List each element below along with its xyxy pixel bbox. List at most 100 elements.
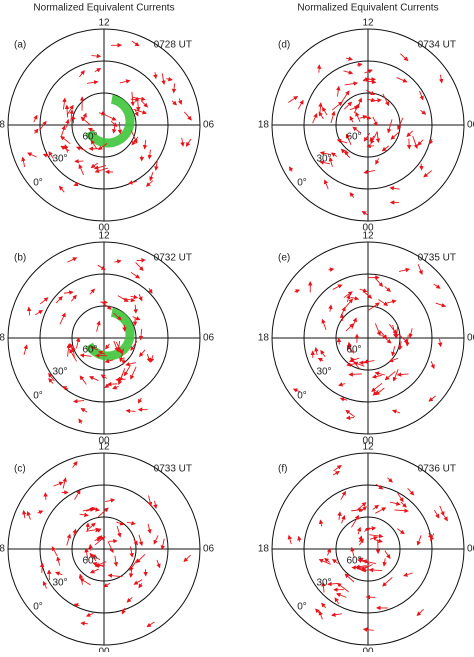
latitude-label: 60° bbox=[82, 345, 97, 356]
current-vector bbox=[333, 471, 339, 474]
current-vector bbox=[360, 536, 362, 542]
hour-label: 18 bbox=[0, 120, 5, 131]
current-vector bbox=[63, 98, 64, 109]
current-vector bbox=[418, 264, 422, 274]
current-vector bbox=[133, 317, 140, 320]
current-vector bbox=[90, 545, 91, 551]
current-vector bbox=[320, 611, 323, 619]
current-vector bbox=[399, 269, 409, 271]
polar-panel: (f)0736 UT1206001860°30°0° bbox=[258, 442, 474, 652]
current-vector bbox=[357, 503, 366, 511]
current-vector bbox=[79, 419, 82, 424]
hour-label: 06 bbox=[203, 120, 215, 131]
current-vector bbox=[61, 146, 69, 150]
current-vector bbox=[373, 505, 379, 509]
current-vector bbox=[117, 526, 120, 537]
hour-label: 06 bbox=[467, 120, 474, 131]
column-title: Normalized Equivalent Currents bbox=[297, 3, 438, 14]
current-vector bbox=[373, 117, 377, 126]
current-vector bbox=[130, 546, 132, 556]
current-vector bbox=[127, 522, 135, 524]
current-vector bbox=[383, 577, 393, 586]
current-vector bbox=[434, 284, 440, 288]
current-vector bbox=[407, 335, 408, 346]
latitude-label: 60° bbox=[82, 132, 97, 143]
current-vector bbox=[332, 614, 342, 615]
current-vector bbox=[330, 305, 331, 311]
current-vector bbox=[346, 58, 352, 59]
current-vector bbox=[184, 555, 190, 561]
latitude-label: 30° bbox=[52, 578, 67, 589]
current-vector bbox=[357, 64, 362, 65]
panel-time: 0728 UT bbox=[154, 40, 192, 51]
current-vector bbox=[418, 535, 422, 545]
current-vector bbox=[316, 348, 317, 355]
panel-label: (c) bbox=[14, 464, 26, 475]
current-vector bbox=[339, 339, 340, 345]
current-vector bbox=[134, 580, 142, 585]
current-vector bbox=[74, 604, 79, 605]
hour-label: 18 bbox=[258, 544, 270, 555]
current-vector bbox=[394, 510, 408, 511]
current-vector bbox=[35, 310, 42, 314]
current-vector bbox=[114, 341, 118, 351]
current-vector bbox=[131, 296, 138, 297]
current-vector bbox=[131, 570, 132, 577]
current-vector bbox=[335, 598, 339, 604]
current-vector bbox=[105, 115, 116, 120]
current-vector bbox=[390, 188, 399, 189]
current-vector bbox=[120, 81, 130, 83]
current-vector bbox=[81, 409, 87, 413]
current-vector bbox=[97, 321, 100, 331]
current-vector bbox=[397, 529, 404, 534]
current-vector bbox=[71, 110, 72, 121]
current-vector bbox=[345, 83, 358, 85]
current-vector bbox=[440, 339, 441, 346]
current-vector bbox=[64, 292, 73, 293]
polar-panel: (e)0735 UT1206001860°30°0° bbox=[258, 231, 474, 447]
current-vector bbox=[436, 303, 446, 306]
current-vector bbox=[43, 582, 46, 589]
current-vector bbox=[329, 269, 334, 270]
current-vector bbox=[67, 105, 68, 117]
current-vector bbox=[344, 299, 352, 308]
current-vector bbox=[119, 373, 123, 384]
current-vector bbox=[28, 512, 31, 520]
current-vector bbox=[364, 170, 375, 172]
polar-panel: (d)0734 UT1206001860°30°0° bbox=[258, 18, 474, 234]
current-vector bbox=[319, 358, 324, 360]
current-vector bbox=[341, 492, 346, 500]
current-vector bbox=[322, 320, 326, 330]
current-vector bbox=[139, 583, 142, 587]
current-vector bbox=[91, 163, 97, 168]
current-vector bbox=[392, 346, 394, 355]
current-vector bbox=[79, 71, 84, 77]
latitude-label: 0° bbox=[297, 602, 307, 613]
current-vector bbox=[147, 354, 150, 362]
current-vector bbox=[370, 537, 377, 539]
current-vector bbox=[151, 355, 153, 362]
hour-label: 00 bbox=[98, 647, 110, 652]
current-vector bbox=[362, 211, 367, 214]
current-vector bbox=[364, 133, 370, 141]
current-vector bbox=[289, 536, 291, 545]
current-vector bbox=[444, 516, 447, 521]
current-vector bbox=[344, 102, 351, 109]
current-vector bbox=[45, 493, 46, 500]
current-vector bbox=[28, 153, 37, 157]
current-vector bbox=[34, 129, 37, 133]
current-vector bbox=[407, 131, 413, 137]
latitude-label: 60° bbox=[82, 556, 97, 567]
current-vector bbox=[60, 186, 65, 192]
current-vector bbox=[76, 338, 78, 348]
current-vector bbox=[132, 92, 133, 106]
current-vector bbox=[186, 139, 191, 146]
current-vector bbox=[174, 83, 175, 92]
current-vector bbox=[115, 556, 116, 566]
current-vector bbox=[111, 121, 117, 126]
current-vector bbox=[358, 98, 362, 108]
current-vector bbox=[325, 180, 329, 189]
current-vector bbox=[378, 300, 387, 306]
current-vector bbox=[135, 305, 136, 313]
hour-label: 12 bbox=[362, 18, 374, 29]
